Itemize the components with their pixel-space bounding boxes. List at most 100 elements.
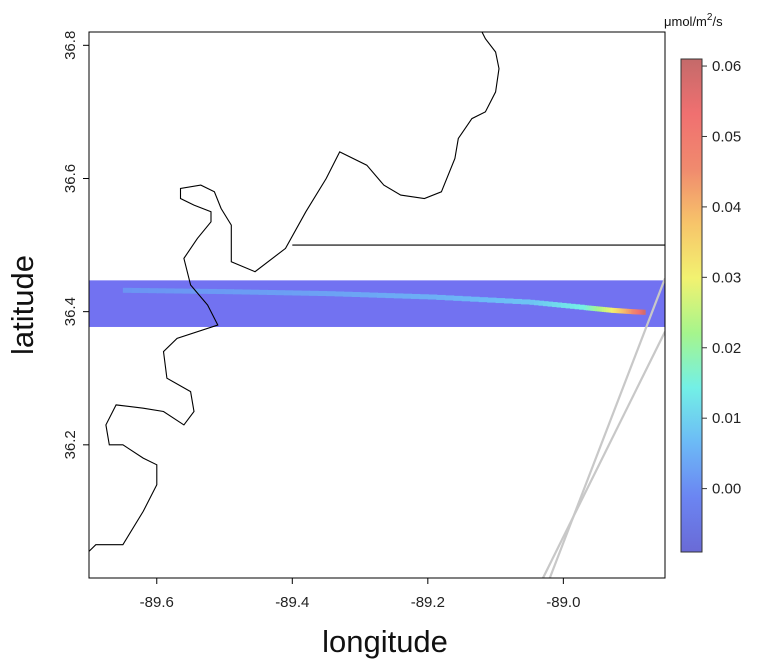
colorbar-tick-label: 0.05 xyxy=(712,128,741,145)
plume-cell xyxy=(343,291,353,297)
plume-cell xyxy=(635,309,638,315)
plume-cell xyxy=(470,296,480,302)
x-tick-label: -89.0 xyxy=(546,594,580,611)
plume-cell xyxy=(579,304,585,310)
plume-cell xyxy=(610,307,614,313)
plume-cell xyxy=(275,290,285,296)
plume-cell xyxy=(597,306,601,312)
colorbar-tick-label: 0.00 xyxy=(712,481,741,498)
plume-cell xyxy=(453,295,463,301)
plume-cell xyxy=(249,289,260,295)
plume-cell xyxy=(122,287,133,293)
plume-cell xyxy=(617,308,621,314)
plume-cell xyxy=(634,309,637,315)
plume-cell xyxy=(402,293,412,299)
plume-cell xyxy=(131,287,141,293)
plume-cell xyxy=(393,293,404,299)
plume-cell xyxy=(139,288,150,294)
x-tick-label: -89.6 xyxy=(140,594,174,611)
gray-track-line xyxy=(548,278,665,578)
plume-cell xyxy=(478,297,489,303)
plume-cell xyxy=(495,298,506,304)
plume-cell xyxy=(419,294,429,300)
plume-cell xyxy=(619,308,622,314)
plume-cell xyxy=(199,288,209,294)
plume-cell xyxy=(588,305,592,311)
plume-cell xyxy=(165,288,175,294)
plume-cell xyxy=(156,288,167,294)
plume-cell xyxy=(637,309,641,315)
plume-cell xyxy=(629,309,633,315)
plume-cell xyxy=(552,302,558,308)
colorbar-unit-label: μmol/m2/s xyxy=(664,12,723,29)
plume-cell xyxy=(436,294,446,300)
colorbar-tick-label: 0.04 xyxy=(712,199,741,216)
plume-cell xyxy=(547,301,554,307)
plume-cell xyxy=(641,309,644,315)
plume-cell xyxy=(583,305,587,311)
colorbar-tick-label: 0.06 xyxy=(712,58,741,75)
y-axis: 36.2 36.4 36.6 36.8 xyxy=(62,31,89,459)
plume-cell xyxy=(538,300,545,306)
x-axis: -89.6 -89.4 -89.2 -89.0 xyxy=(140,578,580,611)
plume-cell xyxy=(585,305,590,311)
plume-cell xyxy=(410,293,421,299)
plume-cell xyxy=(606,307,610,313)
plume-cell xyxy=(633,309,636,315)
plume-cell xyxy=(326,291,336,297)
plume-cell xyxy=(368,292,378,298)
plume-cell xyxy=(639,309,642,315)
plume-cell xyxy=(565,303,572,309)
colorbar: 0.00 0.01 0.02 0.03 0.04 0.05 0.06 μmol/m2/s xyxy=(664,12,741,553)
colorbar-tick-label: 0.02 xyxy=(712,340,741,357)
plume-cell xyxy=(561,302,567,308)
plume-cell xyxy=(601,306,606,312)
plume-cell xyxy=(631,309,634,315)
plume-cell xyxy=(574,304,581,310)
plume-cell xyxy=(529,299,535,305)
colorbar-ticks: 0.00 0.01 0.02 0.03 0.04 0.05 0.06 xyxy=(702,58,741,498)
plume-cell xyxy=(627,308,631,314)
river-boundary-line xyxy=(89,32,500,552)
plume-cell xyxy=(599,306,603,312)
plume-cell xyxy=(632,309,635,315)
plot-frame xyxy=(88,31,666,579)
y-tick-label: 36.4 xyxy=(62,297,79,326)
plume-cell xyxy=(233,289,243,295)
plume-cell xyxy=(224,289,234,295)
plume-cell xyxy=(360,292,370,298)
x-tick-label: -89.4 xyxy=(275,594,309,611)
plume-cell xyxy=(317,291,328,297)
plume-cell xyxy=(622,308,626,314)
plume-cell xyxy=(614,308,617,314)
colorbar-gradient xyxy=(680,58,703,553)
y-tick-label: 36.6 xyxy=(62,164,79,193)
plume-cell xyxy=(512,298,522,304)
plume-cell xyxy=(556,302,563,308)
x-tick-label: -89.2 xyxy=(411,594,445,611)
plume-cell xyxy=(592,306,596,312)
colorbar-unit-suffix: /s xyxy=(712,14,723,29)
plume-cell xyxy=(427,294,438,300)
plume-cell xyxy=(570,303,576,309)
plume-cell xyxy=(636,309,639,315)
plume-cell xyxy=(533,300,540,306)
colorbar-unit-prefix: μmol/m xyxy=(664,14,707,29)
plume-cell xyxy=(334,291,345,297)
plume-cell xyxy=(283,290,294,296)
plume-cell xyxy=(309,290,319,296)
plume-cell xyxy=(521,299,531,305)
colorbar-tick-label: 0.01 xyxy=(712,410,741,427)
y-tick-label: 36.8 xyxy=(62,31,79,60)
plume-cell xyxy=(615,308,619,314)
plume-cell xyxy=(590,305,594,311)
plume-cell xyxy=(626,308,629,314)
plume-cell xyxy=(292,290,302,296)
plume-cell xyxy=(241,289,251,295)
emission-band xyxy=(89,280,665,327)
y-tick-label: 36.2 xyxy=(62,430,79,459)
plume-cell xyxy=(173,288,184,294)
plume-cell xyxy=(148,288,158,294)
plume-cell xyxy=(216,289,226,295)
